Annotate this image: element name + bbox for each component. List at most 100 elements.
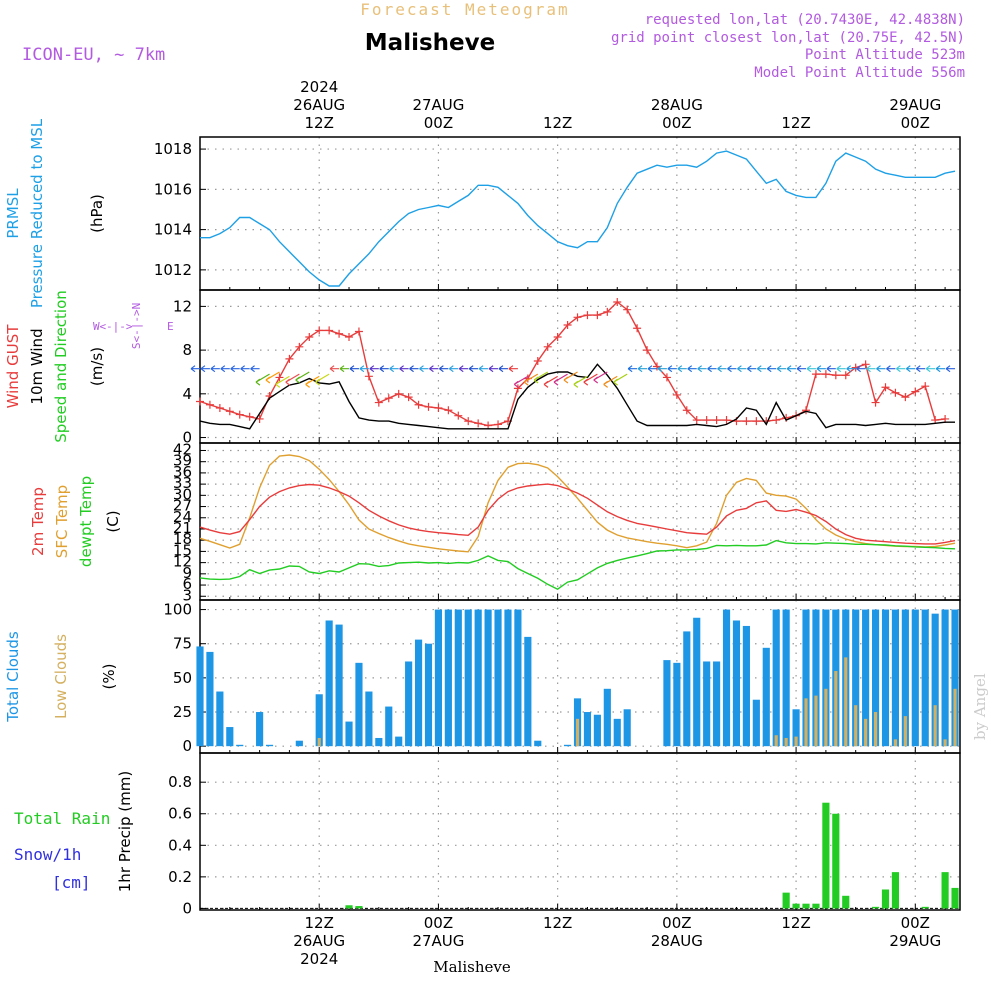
- temp-axis-label: (C): [104, 510, 122, 532]
- wind-direction-arrow: [806, 365, 816, 373]
- gust-point-marker: [573, 313, 582, 322]
- rain-bar: [842, 895, 850, 909]
- total-clouds-bar: [921, 609, 929, 747]
- gust-point-marker: [404, 393, 413, 402]
- wind-direction-arrow: [230, 365, 240, 373]
- wind-direction-arrow: [856, 365, 866, 373]
- gust-point-marker: [305, 332, 314, 341]
- total-clouds-bar: [663, 660, 671, 747]
- gust-point-marker: [533, 357, 542, 366]
- temp-ytick-label: 30: [173, 485, 192, 503]
- gust-point-marker: [613, 298, 622, 307]
- gust-point-marker: [563, 320, 572, 329]
- temp-ytick-label: 24: [173, 508, 192, 526]
- gust-point-marker: [196, 397, 204, 406]
- gust-point-marker: [841, 371, 850, 380]
- gust-point-marker: [692, 416, 701, 425]
- total-clouds-bar: [504, 609, 512, 747]
- wind-direction-arrow: [220, 365, 230, 373]
- gust-point-marker: [275, 373, 284, 382]
- total-clouds-bar: [484, 609, 492, 747]
- precip-axis-label: 1hr Precip (mm): [116, 771, 134, 892]
- total-clouds-bar: [355, 662, 363, 747]
- wind-direction-arrow: [439, 365, 449, 373]
- total-clouds-bar: [395, 736, 403, 747]
- wind-direction-arrow: [468, 365, 479, 373]
- low-clouds-bar: [933, 705, 937, 747]
- total-clouds-bar: [514, 609, 522, 747]
- wind-direction-arrow: [399, 365, 409, 373]
- wind-direction-arrow: [746, 365, 757, 373]
- top-time-label: 29AUG: [889, 96, 941, 114]
- gust-point-marker: [672, 390, 681, 399]
- gust-point-marker: [474, 419, 483, 428]
- gust-point-marker: [871, 398, 880, 407]
- wind-direction-arrow: [776, 365, 787, 373]
- gust-point-marker: [255, 414, 264, 423]
- model-label: ICON-EU, ~ 7km: [22, 45, 165, 65]
- total-clouds-bar: [583, 712, 592, 747]
- total-clouds-bar: [265, 744, 274, 747]
- wind-direction-arrow: [389, 365, 399, 373]
- pressure-ytick-label: 1012: [154, 261, 192, 279]
- wind-direction-arrow: [647, 365, 657, 373]
- wind-direction-arrow: [240, 365, 250, 373]
- total-clouds-bar: [941, 609, 949, 747]
- gust-point-marker: [643, 346, 652, 355]
- wind-direction-arrow: [458, 365, 469, 373]
- total-clouds-bar: [901, 609, 909, 747]
- wind-direction-arrow: [756, 365, 767, 373]
- low-clouds-bar: [804, 698, 808, 747]
- wind-axis-label: 10m Wind: [28, 328, 46, 404]
- low-clouds-bar: [844, 657, 848, 747]
- low-clouds-bar: [903, 716, 907, 747]
- wind-panel: 0 4 8 12 Wind GUST 10m Wind Speed and Directio…: [4, 290, 961, 447]
- wind-direction-arrow: [573, 375, 588, 388]
- wind-direction-arrow: [478, 365, 489, 373]
- gust-point-marker: [891, 388, 900, 397]
- gust-point-marker: [354, 327, 363, 336]
- gust-point-marker: [821, 370, 830, 379]
- gust-point-marker: [603, 307, 612, 316]
- wind-ytick-label: 12: [173, 297, 192, 315]
- gust-point-marker: [295, 342, 304, 351]
- wind-compass: S<-|->N<-|->W E: [93, 303, 174, 349]
- precip-ytick-label: 0.8: [168, 773, 192, 791]
- precip-side-label: Total Rain: [14, 809, 110, 828]
- total-clouds-bar: [782, 609, 790, 747]
- wind-direction-arrow: [593, 371, 608, 384]
- rain-bar: [891, 872, 900, 909]
- wind-direction-arrow: [255, 373, 270, 386]
- wind-direction-arrow: [846, 365, 856, 373]
- gust-point-marker: [662, 373, 671, 382]
- wind-direction-arrow: [796, 365, 807, 373]
- rain-bar: [921, 906, 929, 909]
- pressure-axis-label: (hPa): [88, 194, 106, 233]
- wind-direction-arrow: [419, 365, 429, 373]
- t2m-series-line: [199, 483, 956, 545]
- panels: 1012 1014 1016 1018 PRMSL Pressure Reduced to…: [4, 118, 961, 917]
- total-clouds-bar: [603, 688, 611, 747]
- compass-axis-text: S<-|->N: [130, 303, 143, 349]
- pressure-ytick-label: 1018: [154, 140, 192, 158]
- bottom-time-label: 28AUG: [651, 932, 703, 950]
- total-clouds-bar: [673, 662, 681, 747]
- top-time-label: 27AUG: [412, 96, 464, 114]
- top-time-label: 00Z: [901, 114, 930, 132]
- low-clouds-bar: [774, 735, 778, 747]
- bottom-time-label: 12Z: [781, 914, 810, 932]
- low-clouds-bar: [854, 705, 858, 747]
- wind-ytick-label: 8: [182, 341, 192, 359]
- wind-direction-arrow: [190, 365, 200, 373]
- total-clouds-bar: [464, 609, 472, 747]
- pressure-ytick-label: 1014: [154, 221, 192, 239]
- wind-direction-arrow: [543, 375, 558, 388]
- wind-direction-arrow: [563, 371, 578, 384]
- gust-point-marker: [444, 406, 453, 415]
- wind-direction-arrow: [210, 365, 220, 373]
- temp-ytick-label: 39: [173, 452, 192, 470]
- gust-point-marker: [772, 416, 781, 425]
- gust-point-marker: [583, 311, 592, 320]
- gust-series-line: [199, 301, 946, 427]
- total-clouds-bar: [365, 691, 373, 747]
